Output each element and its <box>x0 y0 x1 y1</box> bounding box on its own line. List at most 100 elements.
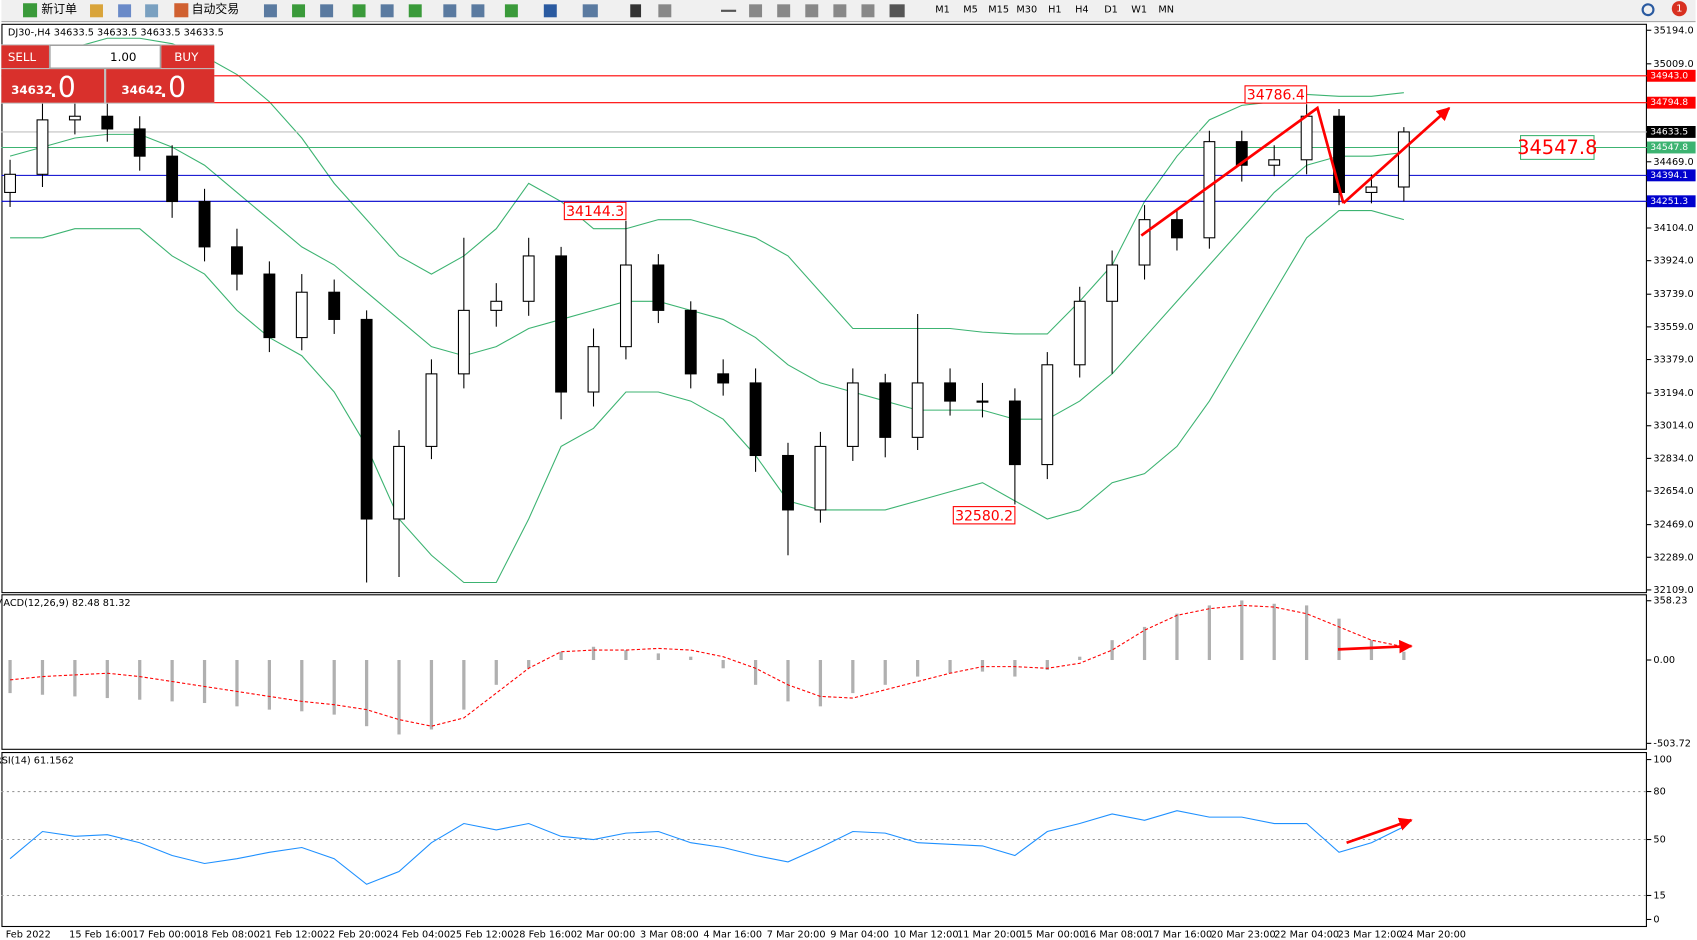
timeframe-button[interactable]: M1 <box>935 5 950 16</box>
x-tick-label: 23 Mar 12:00 <box>1338 930 1403 940</box>
x-tick-label: 7 Mar 20:00 <box>767 930 826 940</box>
y-tick-label: 0.00 <box>1653 655 1675 666</box>
price-level-tag <box>1646 125 1696 138</box>
search-icon[interactable] <box>1641 3 1655 17</box>
timeframe-button[interactable]: M30 <box>1016 5 1037 16</box>
toolbar-icon[interactable] <box>777 4 791 18</box>
timeframe-button[interactable]: M5 <box>963 5 978 16</box>
toolbar-icon[interactable] <box>833 4 847 18</box>
candle-body <box>846 382 859 447</box>
y-tick-label: 33924.0 <box>1653 256 1693 267</box>
price-level-label: 34251.3 <box>1650 196 1688 207</box>
price-level-label: 34794.8 <box>1650 97 1688 108</box>
sell-label[interactable]: SELL <box>8 50 37 64</box>
macd-bar <box>980 660 985 672</box>
toolbar-icon[interactable] <box>630 4 642 18</box>
y-tick-label: 32289.0 <box>1653 552 1693 563</box>
candle-body <box>522 255 535 302</box>
macd-bar <box>267 660 271 710</box>
buy-price-digits: .0 <box>159 71 186 104</box>
bollinger-lower <box>10 210 1405 584</box>
toolbar-icon[interactable] <box>320 4 334 18</box>
toolbar-icon[interactable] <box>749 4 763 18</box>
toolbar-icon[interactable] <box>443 4 457 18</box>
candle-body <box>944 382 957 402</box>
toolbar-icon[interactable] <box>90 4 103 18</box>
toolbar-icon[interactable] <box>352 4 366 18</box>
price-level-tag <box>1646 195 1696 208</box>
x-tick-label: 21 Feb 12:00 <box>259 930 323 940</box>
toolbar-icon[interactable] <box>292 4 306 18</box>
toolbar-icon[interactable] <box>658 4 672 18</box>
macd-bar <box>1369 640 1374 661</box>
candle-body <box>68 115 81 121</box>
x-tick-label: 20 Mar 23:00 <box>1211 930 1276 940</box>
timeframe-button[interactable]: H1 <box>1048 5 1062 16</box>
candle-body <box>1268 159 1281 166</box>
x-tick-label: 10 Mar 12:00 <box>894 930 959 940</box>
new-order-button[interactable]: 新订单 <box>41 2 77 16</box>
buy-label[interactable]: BUY <box>174 50 199 64</box>
timeframe-button[interactable]: W1 <box>1131 5 1147 16</box>
timeframe-button[interactable]: M15 <box>988 5 1009 16</box>
y-tick-label: 35009.0 <box>1653 59 1693 70</box>
timeframe-button[interactable]: H4 <box>1075 5 1089 16</box>
candle-body <box>684 309 697 375</box>
sell-price-digits: .0 <box>49 71 76 104</box>
one-click-trading: SELL 1.00 BUY 34632 .0 34642 .0 <box>1 44 215 104</box>
rsi-panel: RSI(14) 61.1562 100 80 50 15 0 <box>0 755 1672 926</box>
toolbar-icon[interactable] <box>145 4 159 18</box>
lot-input[interactable] <box>49 44 161 69</box>
toolbar-icon[interactable] <box>889 4 905 18</box>
auto-trading-button[interactable]: 自动交易 <box>192 2 240 16</box>
macd-bar <box>753 660 758 685</box>
toolbar-icon[interactable] <box>721 9 737 12</box>
price-annotation-box <box>1244 85 1308 104</box>
macd-bar <box>1207 605 1211 661</box>
candle-body <box>814 445 827 511</box>
candle-body <box>1235 141 1248 166</box>
buy-price-box[interactable] <box>106 69 215 103</box>
price-level-tag <box>1646 96 1696 109</box>
toolbar-icon[interactable] <box>861 4 875 18</box>
toolbar-icon[interactable] <box>380 4 394 18</box>
toolbar-icon[interactable] <box>118 4 132 18</box>
x-tick-label: Feb 2022 <box>6 930 51 940</box>
macd-bar <box>527 660 531 669</box>
rsi-line <box>9 810 1405 885</box>
x-tick-label: 24 Feb 04:00 <box>386 930 450 940</box>
y-tick-label: 80 <box>1653 787 1665 798</box>
macd-bar <box>591 646 596 661</box>
lot-value[interactable]: 1.00 <box>110 50 136 64</box>
macd-bar <box>429 660 434 730</box>
new-order-icon[interactable] <box>23 3 38 18</box>
toolbar-icon[interactable] <box>582 4 598 18</box>
toolbar-icon[interactable] <box>408 4 422 18</box>
sell-button[interactable] <box>1 45 49 69</box>
x-tick-label: 3 Mar 08:00 <box>640 930 699 940</box>
y-tick-label: 358.23 <box>1653 596 1687 607</box>
x-tick-label: 25 Feb 12:00 <box>450 930 514 940</box>
toolbar-icon[interactable] <box>471 4 485 18</box>
timeframe-button[interactable]: MN <box>1158 5 1174 16</box>
timeframe-button[interactable]: D1 <box>1104 5 1118 16</box>
macd-bar <box>1078 656 1082 661</box>
buy-button[interactable] <box>161 45 215 69</box>
macd-bar <box>721 660 725 669</box>
auto-trading-icon[interactable] <box>174 3 189 18</box>
rsi-arrow <box>1346 817 1413 845</box>
macd-signal <box>10 604 1404 727</box>
y-tick-label: 33379.0 <box>1653 355 1693 366</box>
x-tick-label: 17 Feb 00:00 <box>133 930 197 940</box>
toolbar-icon[interactable] <box>504 4 518 18</box>
toolbar-icon[interactable] <box>805 4 819 18</box>
toolbar-icon[interactable] <box>263 4 277 18</box>
macd-bar <box>916 660 920 677</box>
timeframes: M1 M5 M15 M30 H1 H4 D1 W1 MN <box>935 5 1174 16</box>
y-tick-label: 33014.0 <box>1653 421 1693 432</box>
toolbar-icon[interactable] <box>543 4 557 18</box>
sell-price-box[interactable] <box>1 69 105 103</box>
notification-badge[interactable] <box>1671 1 1687 17</box>
